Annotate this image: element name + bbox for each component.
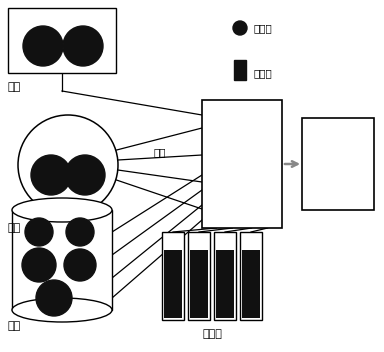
Circle shape — [66, 218, 94, 246]
Circle shape — [18, 115, 118, 215]
Text: 算: 算 — [347, 145, 354, 158]
Text: 导线: 导线 — [154, 147, 166, 157]
Text: 应: 应 — [221, 142, 228, 155]
Text: 力: 力 — [252, 127, 259, 140]
Text: 应变片: 应变片 — [254, 23, 273, 33]
Circle shape — [63, 26, 103, 66]
Bar — [202, 100, 282, 228]
Bar — [242, 250, 260, 318]
Circle shape — [22, 248, 56, 282]
Bar — [188, 232, 210, 320]
Circle shape — [64, 249, 96, 281]
Bar — [162, 232, 184, 320]
Text: 监: 监 — [347, 174, 354, 187]
Text: 应: 应 — [221, 113, 228, 126]
Bar — [234, 60, 246, 80]
Bar — [302, 118, 374, 210]
Bar — [190, 250, 208, 318]
Ellipse shape — [12, 298, 112, 322]
Bar — [12, 210, 112, 310]
Text: 应变片: 应变片 — [254, 68, 273, 78]
Text: 电池组: 电池组 — [202, 329, 222, 339]
Circle shape — [65, 155, 105, 195]
Bar — [216, 250, 234, 318]
Ellipse shape — [12, 198, 112, 222]
Text: 仪: 仪 — [221, 197, 228, 210]
Bar — [240, 232, 262, 320]
Text: 控: 控 — [319, 188, 326, 201]
Text: 机: 机 — [319, 159, 326, 172]
Text: 圆形: 圆形 — [8, 223, 21, 233]
Circle shape — [25, 218, 53, 246]
Bar — [164, 250, 182, 318]
Bar — [214, 232, 236, 320]
Circle shape — [23, 26, 63, 66]
Text: 变: 变 — [252, 156, 259, 169]
Text: 圆柱: 圆柱 — [8, 321, 21, 331]
Circle shape — [31, 155, 71, 195]
Text: 计: 计 — [319, 132, 326, 145]
Text: 测: 测 — [221, 170, 228, 182]
Circle shape — [36, 280, 72, 316]
Text: 试: 试 — [252, 183, 259, 196]
Bar — [8, 8, 116, 73]
Text: 方形: 方形 — [8, 82, 21, 92]
Circle shape — [233, 21, 247, 35]
